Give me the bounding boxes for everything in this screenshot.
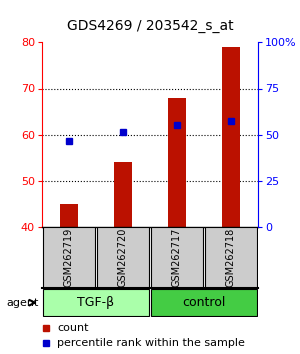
- Bar: [43, 227, 95, 288]
- Bar: [151, 227, 203, 288]
- Bar: [168, 98, 187, 227]
- Bar: [97, 227, 149, 288]
- Bar: [43, 289, 149, 316]
- Bar: [151, 289, 257, 316]
- Bar: [222, 47, 241, 227]
- Text: GSM262720: GSM262720: [118, 228, 128, 287]
- Text: GSM262718: GSM262718: [226, 228, 236, 287]
- Text: control: control: [182, 296, 226, 309]
- Text: GSM262717: GSM262717: [172, 228, 182, 287]
- Text: GDS4269 / 203542_s_at: GDS4269 / 203542_s_at: [67, 19, 233, 34]
- Bar: [114, 162, 133, 227]
- Bar: [60, 204, 79, 227]
- Text: agent: agent: [6, 298, 38, 308]
- Text: count: count: [57, 322, 88, 332]
- Text: GSM262719: GSM262719: [64, 228, 74, 287]
- Text: percentile rank within the sample: percentile rank within the sample: [57, 338, 245, 348]
- Text: TGF-β: TGF-β: [77, 296, 115, 309]
- Bar: [205, 227, 257, 288]
